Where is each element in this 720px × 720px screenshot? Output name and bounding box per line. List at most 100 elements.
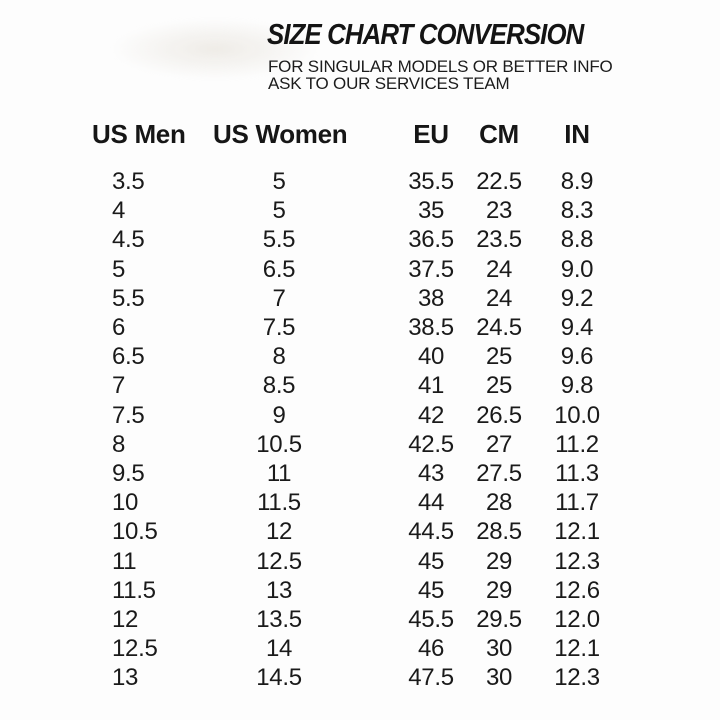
table-cell: 14	[265, 635, 293, 663]
table-row: 10.5 12 44.5 28.5 12.1	[90, 517, 630, 546]
table-cell: 12.6	[554, 576, 600, 604]
table-cell: 3.5	[112, 168, 145, 195]
table-cell: 6.5	[262, 255, 296, 283]
table-cell: 30	[485, 635, 513, 663]
table-row: 7 8.5 41 25 9.8	[90, 371, 630, 400]
column-header-eu: EU	[413, 119, 449, 149]
table-cell: 4.5	[112, 226, 145, 254]
table-cell: 38.5	[408, 314, 454, 342]
table-cell: 8.8	[560, 226, 594, 254]
subtitle-line-2: ASK TO OUR SERVICES TEAM	[268, 73, 510, 93]
table-row: 4.5 5.5 36.5 23.5 8.8	[90, 225, 630, 254]
table-cell: 44.5	[408, 518, 454, 546]
table-cell: 45	[417, 547, 445, 575]
table-cell: 25	[485, 372, 513, 400]
table-cell: 11.2	[555, 430, 599, 458]
table-cell: 35.5	[408, 168, 454, 195]
table-cell: 8.5	[262, 372, 296, 400]
table-row: 13 14.5 47.5 30 12.3	[90, 663, 630, 692]
table-cell: 28.5	[476, 518, 522, 546]
table-cell: 5	[272, 168, 286, 195]
table-body: 3.5 5 35.5 22.5 8.9 4 5 35 23 8.3 4.5 5.5 36.5 23.5 8.…	[90, 167, 630, 693]
table-cell: 10.5	[256, 430, 302, 458]
table-row: 10 11.5 44 28 11.7	[90, 488, 630, 517]
table-row: 12.5 14 46 30 12.1	[90, 634, 630, 663]
table-cell: 11.7	[555, 489, 599, 517]
table-row: 5.5 7 38 24 9.2	[90, 284, 630, 313]
table-row: 11.5 13 45 29 12.6	[90, 576, 630, 605]
table-cell: 38	[417, 284, 445, 312]
column-header-us-women: US Women	[213, 119, 348, 149]
table-cell: 14.5	[256, 664, 302, 692]
table-cell: 44	[417, 489, 445, 517]
table-cell: 7.5	[262, 314, 296, 342]
table-row: 12 13.5 45.5 29.5 12.0	[90, 605, 630, 634]
table-cell: 12.1	[554, 518, 600, 546]
table-cell: 8.3	[560, 197, 594, 225]
table-cell: 8.9	[560, 168, 594, 195]
table-cell: 27.5	[476, 460, 522, 488]
column-header-in: IN	[564, 119, 590, 149]
table-cell: 12.5	[112, 635, 158, 663]
table-cell: 45.5	[408, 606, 454, 634]
table-cell: 5	[272, 197, 286, 225]
table-cell: 23.5	[476, 226, 522, 254]
table-cell: 45	[417, 576, 445, 604]
table-cell: 47.5	[408, 664, 454, 692]
table-cell: 35	[417, 197, 445, 225]
table-cell: 11.5	[112, 576, 156, 604]
table-cell: 7	[272, 284, 286, 312]
table-cell: 12.3	[554, 664, 600, 692]
table-row: 3.5 5 35.5 22.5 8.9	[90, 167, 630, 196]
table-cell: 12.1	[554, 635, 600, 663]
table-cell: 10.5	[112, 518, 158, 546]
table-cell: 37.5	[408, 255, 454, 283]
table-cell: 9.8	[560, 372, 594, 400]
table-cell: 9.5	[112, 460, 145, 488]
table-cell: 9	[272, 401, 286, 429]
table-cell: 9.2	[560, 284, 594, 312]
table-cell: 11.5	[257, 489, 301, 517]
table-cell: 13.5	[256, 606, 302, 634]
column-header-us-men: US Men	[92, 119, 186, 149]
table-cell: 9.6	[560, 343, 594, 371]
table-cell: 22.5	[476, 168, 522, 195]
table-cell: 10.0	[554, 401, 600, 429]
table-cell: 30	[485, 664, 513, 692]
table-cell: 41	[417, 372, 445, 400]
subtitle-line-1: FOR SINGULAR MODELS OR BETTER INFO	[268, 57, 613, 76]
table-cell: 5.5	[262, 226, 296, 254]
table-cell: 25	[485, 343, 513, 371]
table-cell: 5.5	[112, 284, 145, 312]
table-cell: 11	[112, 547, 137, 575]
table-cell: 12.0	[554, 606, 600, 634]
table-cell: 10	[112, 489, 139, 517]
subtitle: FOR SINGULAR MODELS OR BETTER INFO ASK T…	[268, 57, 613, 93]
table-cell: 12.3	[554, 547, 600, 575]
table-cell: 8	[272, 343, 286, 371]
table-cell: 29.5	[476, 606, 522, 634]
table-row: 7.5 9 42 26.5 10.0	[90, 401, 630, 430]
table-cell: 42.5	[408, 430, 454, 458]
table-cell: 29	[485, 576, 513, 604]
table-cell: 42	[417, 401, 445, 429]
table-cell: 11.3	[555, 460, 599, 488]
table-cell: 24.5	[476, 314, 522, 342]
table-cell: 11	[266, 460, 292, 488]
table-cell: 8	[112, 430, 126, 458]
table-cell: 27	[485, 430, 513, 458]
faint-watermark	[110, 18, 320, 80]
table-row: 6 7.5 38.5 24.5 9.4	[90, 313, 630, 342]
table-cell: 28	[485, 489, 513, 517]
table-cell: 12.5	[256, 547, 302, 575]
table-cell: 40	[417, 343, 445, 371]
table-row: 6.5 8 40 25 9.6	[90, 342, 630, 371]
table-cell: 24	[485, 255, 513, 283]
table-cell: 5	[112, 255, 126, 283]
table-row: 8 10.5 42.5 27 11.2	[90, 430, 630, 459]
table-cell: 24	[485, 284, 513, 312]
table-cell: 6.5	[112, 343, 145, 371]
table-cell: 9.4	[560, 314, 594, 342]
table-row: 11 12.5 45 29 12.3	[90, 547, 630, 576]
